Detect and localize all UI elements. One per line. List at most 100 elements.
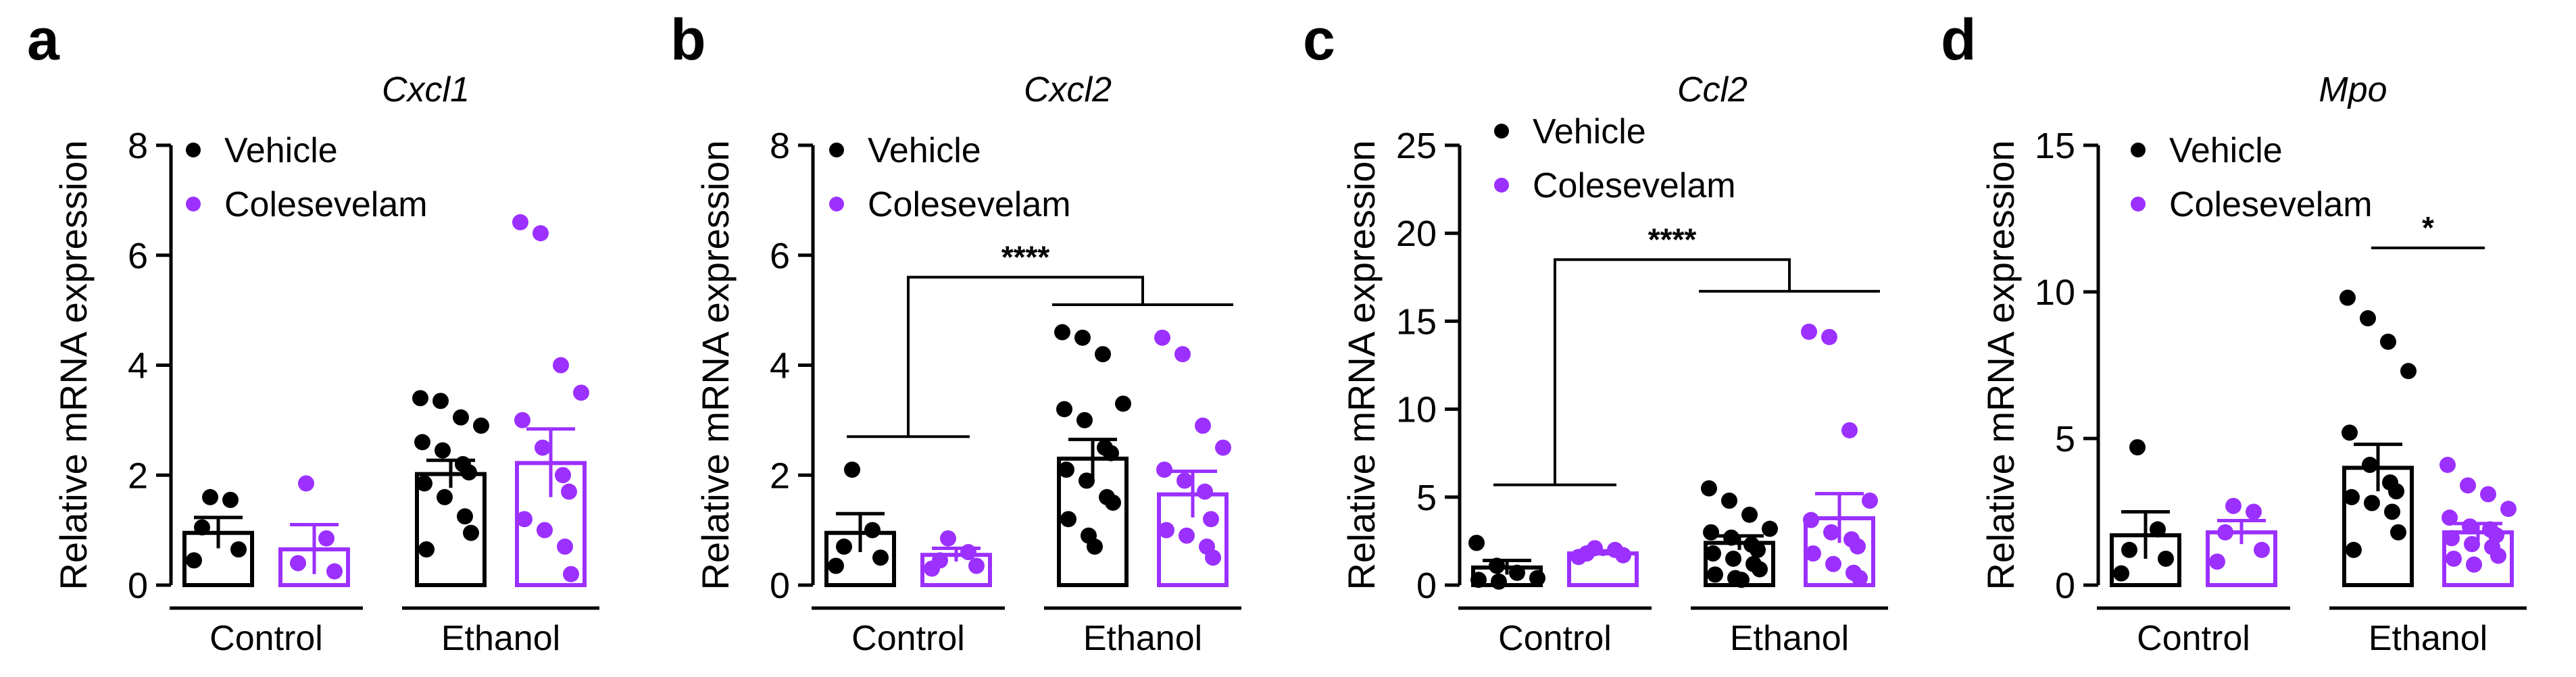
data-point <box>1095 346 1111 363</box>
data-point <box>1074 329 1091 346</box>
data-point <box>828 557 844 574</box>
data-point <box>326 563 343 580</box>
y-tick-label: 5 <box>1416 478 1437 518</box>
data-point <box>960 544 976 561</box>
y-tick-label: 4 <box>770 346 790 386</box>
y-tick-label: 0 <box>2055 566 2075 606</box>
data-point <box>1862 493 1878 509</box>
data-point <box>202 488 218 505</box>
y-tick-label: 6 <box>770 236 790 276</box>
data-point <box>1203 511 1219 528</box>
legend-label: Vehicle <box>2169 131 2283 170</box>
data-point <box>186 552 202 569</box>
significance-bracket <box>847 276 1233 438</box>
data-point <box>872 549 889 566</box>
data-point <box>1750 541 1766 558</box>
data-point <box>2342 424 2358 441</box>
data-point <box>557 538 573 555</box>
group-label: Control <box>1498 619 1612 658</box>
significance-label: * <box>2422 210 2434 245</box>
data-point <box>1723 529 1739 546</box>
data-point <box>2129 439 2146 456</box>
data-point <box>1087 538 1103 555</box>
y-tick-label: 25 <box>1396 126 1437 166</box>
data-point <box>1491 573 1507 590</box>
data-point <box>1850 538 1866 555</box>
data-point <box>1823 524 1839 541</box>
data-point <box>2225 497 2241 514</box>
data-point <box>2384 503 2400 520</box>
legend-marker <box>2131 197 2146 211</box>
data-point <box>2254 541 2270 558</box>
data-point <box>844 461 860 478</box>
group-label: Ethanol <box>2369 619 2487 658</box>
panel-a: a Cxcl1 Relative mRNA expression 0 2 4 6 8 Vehic… <box>27 7 599 658</box>
data-point <box>2362 457 2378 474</box>
data-point <box>298 475 314 492</box>
data-point <box>2150 521 2166 538</box>
data-point <box>2500 501 2517 518</box>
panel-b: b Cxcl2 Relative mRNA expression 0 2 4 6 8 Vehic… <box>670 7 1241 658</box>
y-axis-label: Relative mRNA expression <box>1979 140 2022 590</box>
data-point <box>1570 549 1587 566</box>
data-point <box>2380 333 2396 350</box>
legend-label: Colesevelam <box>1533 166 1736 205</box>
data-point <box>1470 572 1487 588</box>
group-label: Ethanol <box>441 619 560 658</box>
data-point <box>553 357 569 374</box>
data-point <box>2113 565 2129 582</box>
data-point <box>1197 483 1213 500</box>
y-tick-label: 8 <box>770 126 790 166</box>
data-point <box>1179 527 1195 544</box>
data-point <box>535 439 551 456</box>
data-point <box>968 557 985 574</box>
y-tick-label: 8 <box>128 126 148 166</box>
data-point <box>555 467 571 484</box>
data-point <box>2439 457 2456 474</box>
data-point <box>532 225 549 242</box>
data-point <box>1615 547 1631 563</box>
y-tick-label: 0 <box>1416 566 1437 606</box>
data-point <box>1721 493 1737 509</box>
data-point <box>1752 561 1768 578</box>
data-point <box>2390 524 2406 541</box>
data-point <box>1076 411 1093 428</box>
data-point <box>537 522 553 538</box>
data-point <box>2217 524 2233 541</box>
data-point <box>2364 495 2380 511</box>
data-point <box>2346 541 2362 558</box>
data-point <box>1801 324 1817 341</box>
data-point <box>1701 480 1717 497</box>
y-tick-label: 15 <box>2035 126 2075 166</box>
legend-marker <box>1494 124 1509 139</box>
data-point <box>1054 324 1070 341</box>
panel-label: a <box>27 7 60 72</box>
data-point <box>1058 461 1074 478</box>
data-point <box>2360 310 2376 327</box>
data-point <box>1205 549 1221 566</box>
y-tick-label: 4 <box>128 346 148 386</box>
y-tick-label: 6 <box>128 236 148 276</box>
legend-marker <box>829 143 844 157</box>
data-point <box>836 538 852 555</box>
data-point <box>457 508 473 525</box>
data-point <box>1176 472 1193 489</box>
data-point <box>2466 556 2482 573</box>
data-point <box>2462 518 2478 535</box>
data-point <box>1060 511 1076 528</box>
data-point <box>1115 395 1131 412</box>
group-label: Ethanol <box>1083 619 1202 658</box>
data-point <box>1079 472 1095 489</box>
data-point <box>230 541 247 558</box>
data-point <box>1103 445 1119 461</box>
data-point <box>437 488 453 505</box>
data-point <box>1762 520 1778 537</box>
data-point <box>1703 524 1719 541</box>
data-point <box>1215 439 1231 456</box>
y-tick-label: 2 <box>128 455 148 496</box>
data-point <box>463 524 479 541</box>
y-tick-label: 0 <box>128 566 148 606</box>
panel-c: c Ccl2 Relative mRNA expression 0 5 10 15 20 25 V… <box>1303 7 1888 658</box>
panel-title: Mpo <box>2319 70 2387 109</box>
data-point <box>2444 530 2460 547</box>
